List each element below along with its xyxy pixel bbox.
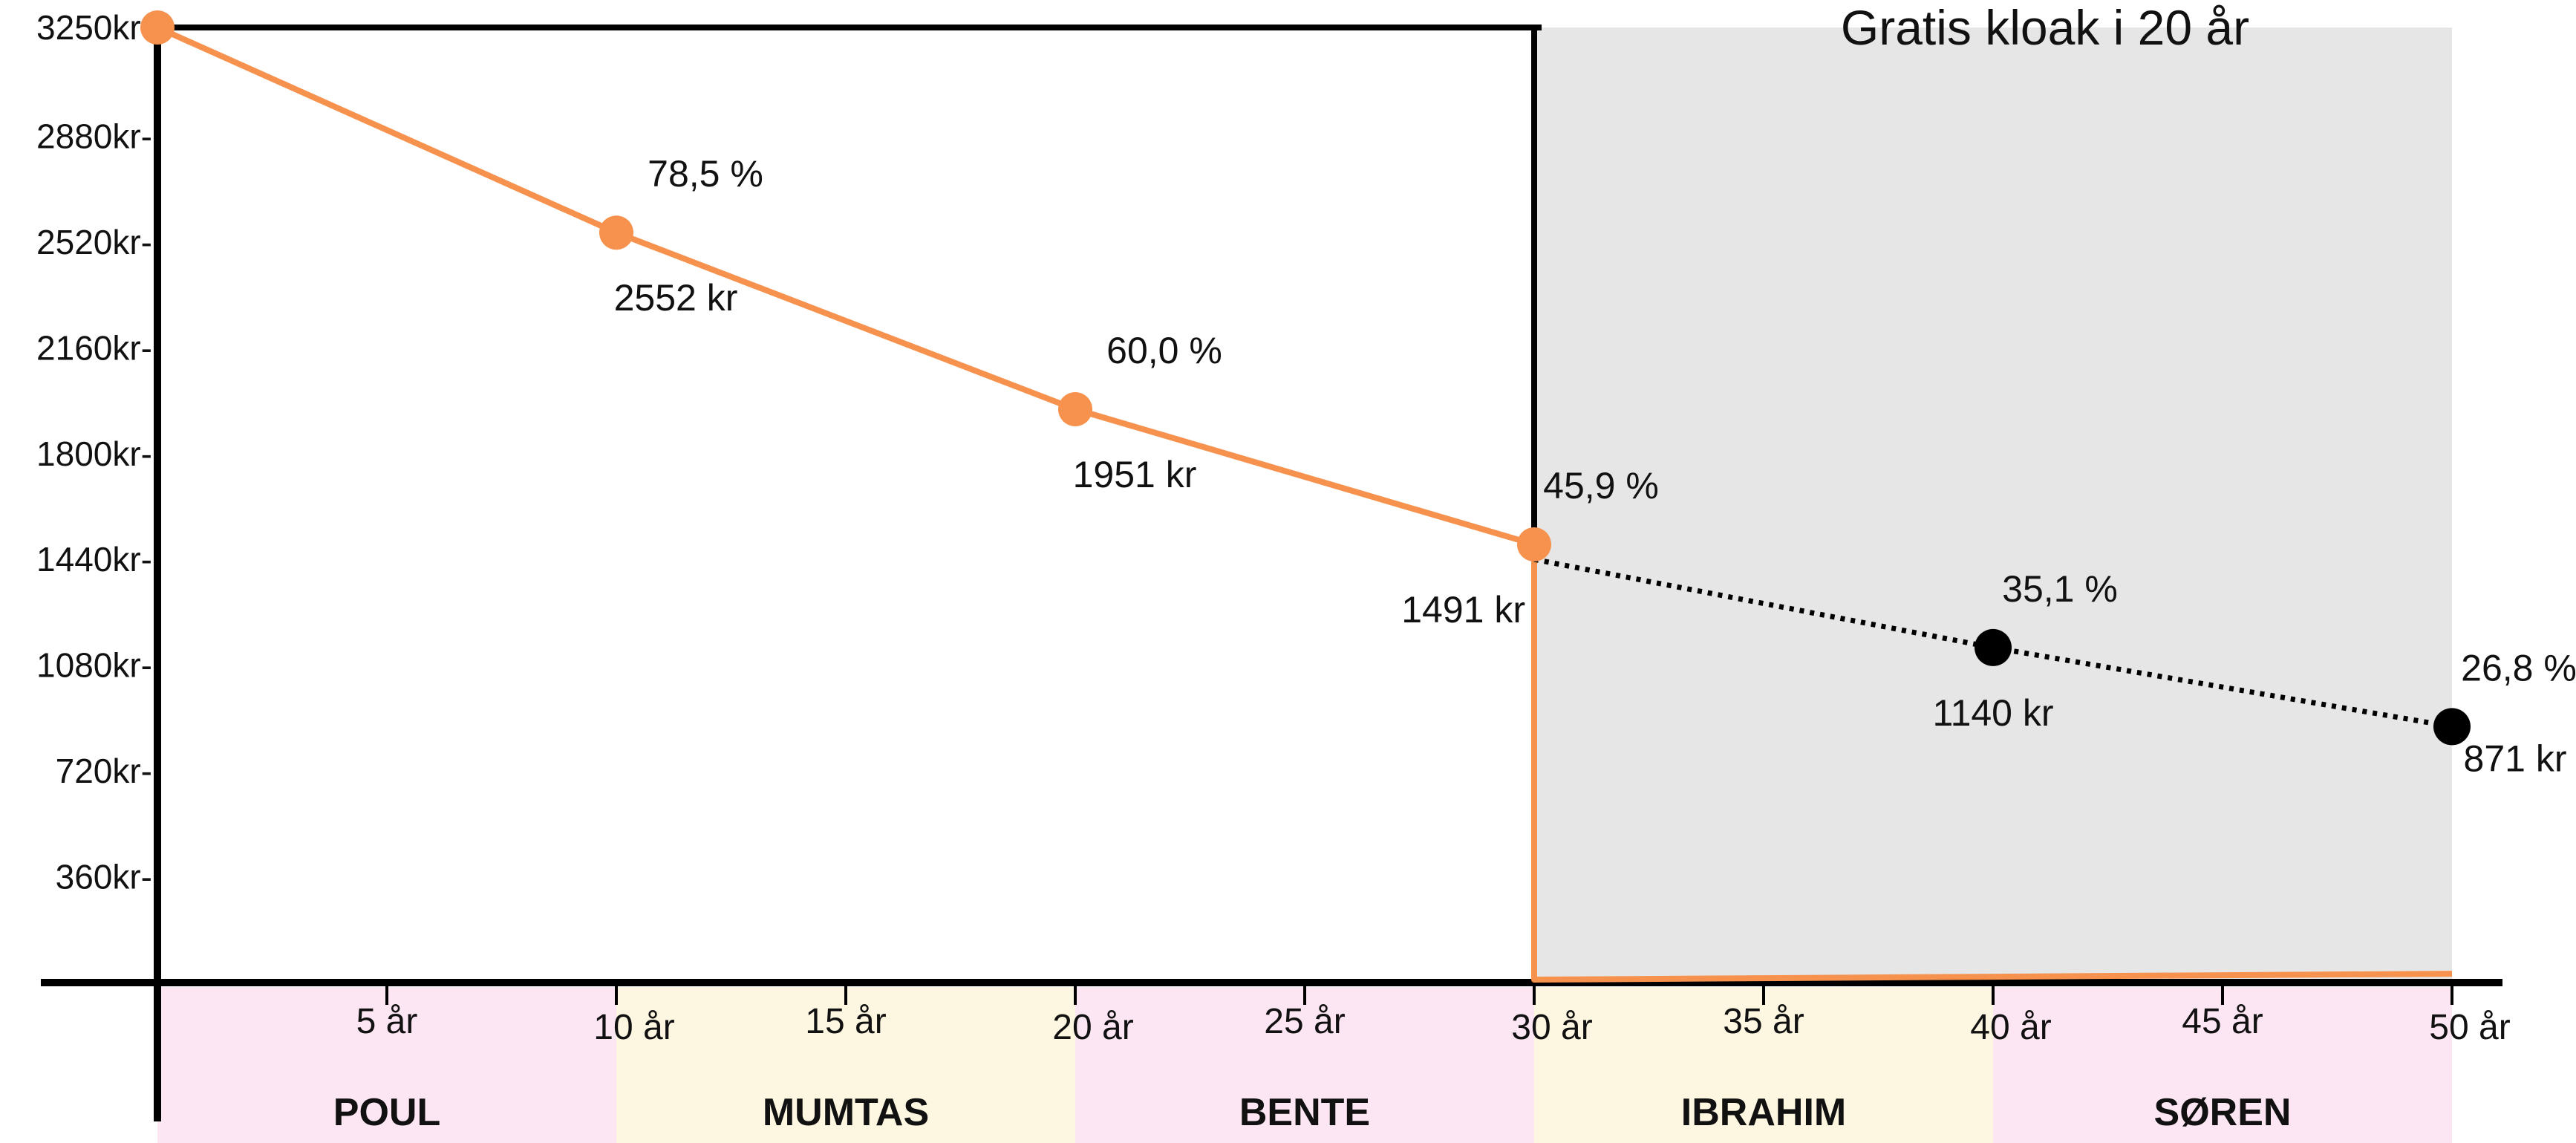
x-tick-label: 35 år (1723, 1002, 1804, 1041)
data-point (140, 10, 175, 45)
series-lines (156, 25, 2453, 983)
value-label: 1951 kr (1073, 454, 1197, 495)
value-label: 1140 kr (1932, 692, 2053, 734)
shaded-region: Gratis kloak i 20 år (1534, 0, 2452, 983)
series-line-solid (156, 25, 1536, 547)
segment-band (616, 987, 1075, 1143)
labels: 78,5 % 2552 kr 60,0 % 1951 kr 45,9 % 1491 kr 3… (614, 153, 2576, 779)
series-line-drop (1531, 544, 2453, 983)
segment-band (157, 987, 616, 1143)
x-tick-label: 10 år (593, 1008, 674, 1047)
y-tick-label: 720kr- (56, 752, 152, 790)
y-tick-label: 2160kr- (36, 328, 152, 367)
pct-label: 26,8 % (2461, 647, 2576, 688)
shaded-region-label: Gratis kloak i 20 år (1841, 0, 2249, 55)
x-tick-label: 45 år (2182, 1002, 2263, 1041)
data-point (599, 215, 633, 250)
data-point (2433, 708, 2471, 746)
value-label: 2552 kr (614, 277, 738, 319)
y-tick-label: 1800kr- (36, 434, 152, 473)
pct-label: 60,0 % (1106, 330, 1222, 371)
x-tick-label: 20 år (1052, 1008, 1133, 1047)
value-label: 871 kr (2464, 737, 2567, 779)
pct-label: 45,9 % (1543, 465, 1659, 507)
person-segments: POUL MUMTAS BENTE IBRAHIM SØREN (157, 987, 2452, 1143)
data-point (1975, 628, 2012, 666)
data-point (1058, 392, 1092, 427)
segment-label: IBRAHIM (1681, 1091, 1846, 1134)
x-tick-label: 30 år (1511, 1008, 1592, 1047)
segment-label: SØREN (2154, 1091, 2292, 1134)
x-tick-label: 15 år (805, 1002, 886, 1041)
x-tick-label: 50 år (2429, 1008, 2510, 1047)
y-tick-label: 360kr- (56, 858, 152, 896)
shaded-region-bg (1534, 27, 2452, 983)
segment-band (1075, 987, 1534, 1143)
pct-label: 35,1 % (2002, 568, 2118, 610)
data-points (140, 10, 2471, 746)
y-tick-label: 1440kr- (36, 540, 152, 579)
segment-label: POUL (333, 1091, 440, 1134)
y-tick-label: 2880kr- (36, 117, 152, 155)
y-tick-label: 3250kr- (36, 8, 152, 47)
pct-label: 78,5 % (648, 153, 763, 195)
x-tick-label: 25 år (1264, 1002, 1345, 1041)
x-tick-label: 40 år (1970, 1008, 2051, 1047)
x-tick-label: 5 år (356, 1002, 418, 1041)
segment-band (1993, 987, 2452, 1143)
axes: 3250kr- 2880kr- 2520kr- 2160kr- 1800kr- 1440k… (36, 8, 2511, 1121)
segment-label: BENTE (1239, 1091, 1370, 1134)
segment-band (1534, 987, 1993, 1143)
y-tick-label: 2520kr- (36, 223, 152, 261)
data-point (1517, 527, 1551, 562)
y-tick-label: 1080kr- (36, 646, 152, 685)
segment-label: MUMTAS (763, 1091, 929, 1134)
value-label: 1491 kr (1401, 589, 1525, 631)
